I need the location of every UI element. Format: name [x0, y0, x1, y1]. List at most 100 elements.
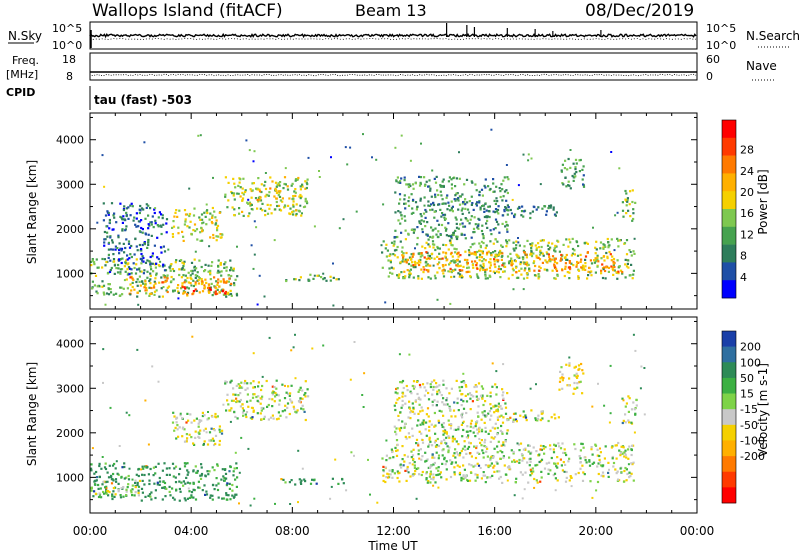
x-axis-label: Time UT: [367, 539, 418, 553]
heatmap-cell: [209, 236, 212, 239]
heatmap-cell: [133, 216, 136, 219]
heatmap-cell: [464, 207, 467, 210]
heatmap-cell: [568, 377, 571, 380]
heatmap-cell: [201, 280, 204, 283]
heatmap-cell: [536, 417, 540, 420]
heatmap-cell: [514, 247, 518, 250]
heatmap-cell: [548, 461, 551, 464]
heatmap-cell: [349, 378, 352, 381]
heatmap-cell: [299, 188, 302, 191]
heatmap-cell: [483, 184, 486, 187]
heatmap-cell: [615, 457, 618, 460]
heatmap-cell: [278, 184, 281, 187]
heatmap-cell: [625, 204, 628, 207]
heatmap-cell: [130, 491, 133, 494]
heatmap-cell: [480, 250, 483, 253]
heatmap-cell: [449, 242, 452, 245]
heatmap-cell: [396, 398, 399, 401]
heatmap-cell: [450, 207, 453, 210]
heatmap-cell: [90, 469, 93, 472]
heatmap-cell: [388, 476, 391, 479]
heatmap-cell: [606, 257, 609, 260]
heatmap-cell: [130, 255, 133, 259]
heatmap-cell: [131, 281, 134, 284]
heatmap-cell: [249, 399, 252, 402]
heatmap-cell: [475, 390, 478, 393]
heatmap-cell: [146, 270, 149, 273]
heatmap-cell: [232, 470, 235, 473]
heatmap-cell: [182, 480, 185, 483]
heatmap-cell: [579, 449, 582, 452]
heatmap-cell: [588, 460, 591, 463]
heatmap-cell: [169, 269, 172, 272]
heatmap-cell: [567, 245, 570, 248]
heatmap-cell: [145, 203, 148, 206]
heatmap-cell: [460, 218, 463, 221]
heatmap-cell: [160, 287, 163, 290]
heatmap-cell: [408, 407, 412, 410]
heatmap-cell: [241, 197, 245, 200]
heatmap-cell: [400, 231, 403, 234]
heatmap-cell: [461, 412, 464, 415]
heatmap-cell: [543, 268, 546, 271]
heatmap-cell: [630, 448, 633, 452]
heatmap-cell: [182, 484, 185, 487]
heatmap-cell: [447, 419, 450, 422]
heatmap-cell: [412, 407, 415, 411]
heatmap-cell: [109, 236, 112, 239]
heatmap-cell: [190, 496, 193, 499]
heatmap-cell: [466, 270, 469, 273]
heatmap-cell: [131, 277, 134, 280]
heatmap-cell: [265, 379, 268, 383]
heatmap-cell: [418, 403, 421, 406]
heatmap-cell: [465, 436, 468, 439]
heatmap-cell: [208, 431, 212, 434]
heatmap-cell: [507, 206, 510, 209]
heatmap-cell: [464, 384, 467, 387]
heatmap-cell: [436, 263, 439, 266]
heatmap-cell: [496, 240, 499, 243]
heatmap-cell: [420, 432, 423, 435]
heatmap-cell: [168, 266, 171, 269]
heatmap-cell: [539, 239, 542, 242]
heatmap-cell: [137, 220, 140, 223]
heatmap-cell: [214, 442, 217, 445]
colorbar-tick-label: 20: [740, 186, 754, 199]
heatmap-cell: [286, 188, 290, 191]
heatmap-cell: [458, 454, 461, 457]
heatmap-cell: [208, 218, 211, 221]
heatmap-cell: [144, 284, 147, 287]
heatmap-cell: [277, 417, 280, 420]
heatmap-cell: [469, 430, 472, 433]
heatmap-cell: [512, 247, 515, 250]
freq-tick-top: 18: [62, 53, 76, 66]
heatmap-cell: [622, 399, 625, 402]
heatmap-cell: [557, 416, 560, 419]
heatmap-cell: [126, 486, 129, 489]
heatmap-cell: [499, 457, 502, 460]
heatmap-cell: [434, 424, 437, 427]
heatmap-cell: [213, 210, 216, 213]
heatmap-cell: [146, 259, 149, 262]
heatmap-cell: [167, 285, 171, 288]
heatmap-cell: [468, 200, 471, 203]
heatmap-cell: [212, 176, 214, 179]
heatmap-cell: [416, 236, 419, 240]
heatmap-cell: [577, 277, 580, 280]
heatmap-cell: [539, 448, 542, 451]
heatmap-cell: [442, 448, 445, 451]
heatmap-cell: [395, 454, 399, 457]
heatmap-cell: [273, 239, 276, 242]
heatmap-cell: [97, 495, 101, 499]
heatmap-cell: [119, 286, 122, 289]
heatmap-cell: [114, 245, 117, 248]
heatmap-cell: [114, 486, 117, 489]
heatmap-cell: [524, 414, 527, 417]
heatmap-cell: [102, 480, 105, 483]
heatmap-cell: [425, 241, 428, 244]
heatmap-cell: [429, 208, 432, 212]
heatmap-cell: [612, 262, 615, 265]
heatmap-cell: [464, 394, 467, 397]
heatmap-cell: [154, 266, 157, 269]
heatmap-cell: [594, 257, 597, 260]
